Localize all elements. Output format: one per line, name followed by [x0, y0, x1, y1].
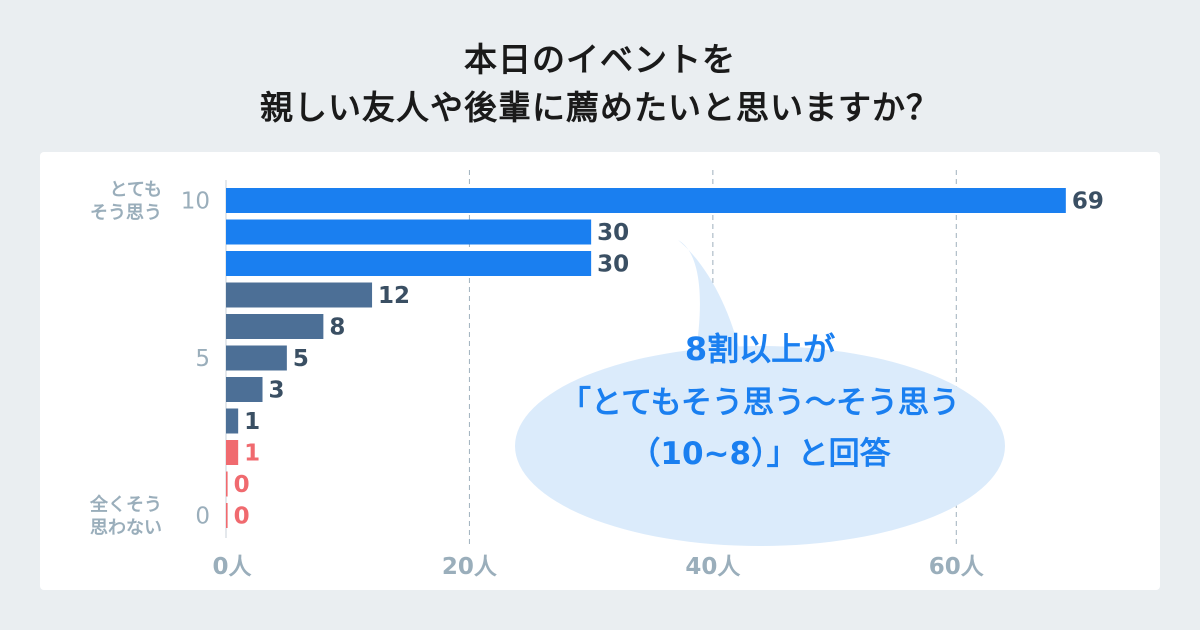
x-tick-label: 60人	[929, 554, 985, 580]
x-tick-label: 40人	[685, 554, 741, 580]
bar-value-label: 3	[269, 378, 285, 404]
bar-chart: 8割以上が「とてもそう思う～そう思う（10~8）」と回答693030128531…	[89, 170, 1104, 580]
y-end-label: とても	[109, 180, 162, 201]
bar-value-label: 30	[597, 220, 629, 246]
bar	[226, 282, 373, 308]
y-tick-label: 10	[181, 189, 210, 215]
callout-text-line: （10~8）」と回答	[629, 436, 891, 472]
bar	[226, 377, 263, 402]
title-line-2: 親しい友人や後輩に薦めたいと思いますか？	[260, 88, 940, 127]
title-line-1: 本日のイベントを	[464, 40, 736, 79]
y-end-label: 思わない	[90, 518, 162, 539]
bar-value-label: 0	[234, 472, 250, 498]
bar	[226, 345, 287, 371]
bar	[226, 188, 1066, 213]
bar	[226, 251, 592, 276]
x-tick-label: 0人	[212, 554, 252, 580]
callout-bubble	[515, 346, 1005, 546]
x-tick-label: 20人	[442, 554, 498, 580]
chart-panel: 8割以上が 「とてもそう思う～そう思う （10~8）」と回答 69 30 30 12 8 5 3 1…	[40, 152, 1160, 590]
bar-value-label: 8	[329, 315, 345, 341]
bar	[226, 440, 239, 465]
bar	[226, 471, 228, 497]
bar	[226, 503, 228, 528]
bar-value-label: 5	[293, 346, 309, 372]
bar	[226, 408, 239, 434]
y-tick-label: 5	[195, 346, 210, 372]
bar	[226, 219, 592, 245]
callout-text-line: 「とてもそう思う～そう思う	[560, 385, 960, 421]
callout-tail	[678, 240, 740, 357]
bar-value-label: 0	[234, 504, 250, 530]
bar-value-label: 12	[378, 283, 410, 309]
bar-value-label: 69	[1072, 189, 1104, 215]
y-end-label: 全くそう	[89, 494, 162, 516]
bar	[226, 314, 324, 339]
bar-value-label: 1	[244, 441, 260, 467]
bar-value-label: 1	[244, 409, 260, 435]
bar-value-label: 30	[597, 252, 629, 278]
y-tick-label: 0	[195, 504, 210, 530]
y-end-label: そう思う	[90, 203, 162, 224]
chart-title: 本日のイベントを 親しい友人や後輩に薦めたいと思いますか？	[0, 36, 1200, 132]
callout-text-line: 8割以上が	[685, 330, 835, 368]
